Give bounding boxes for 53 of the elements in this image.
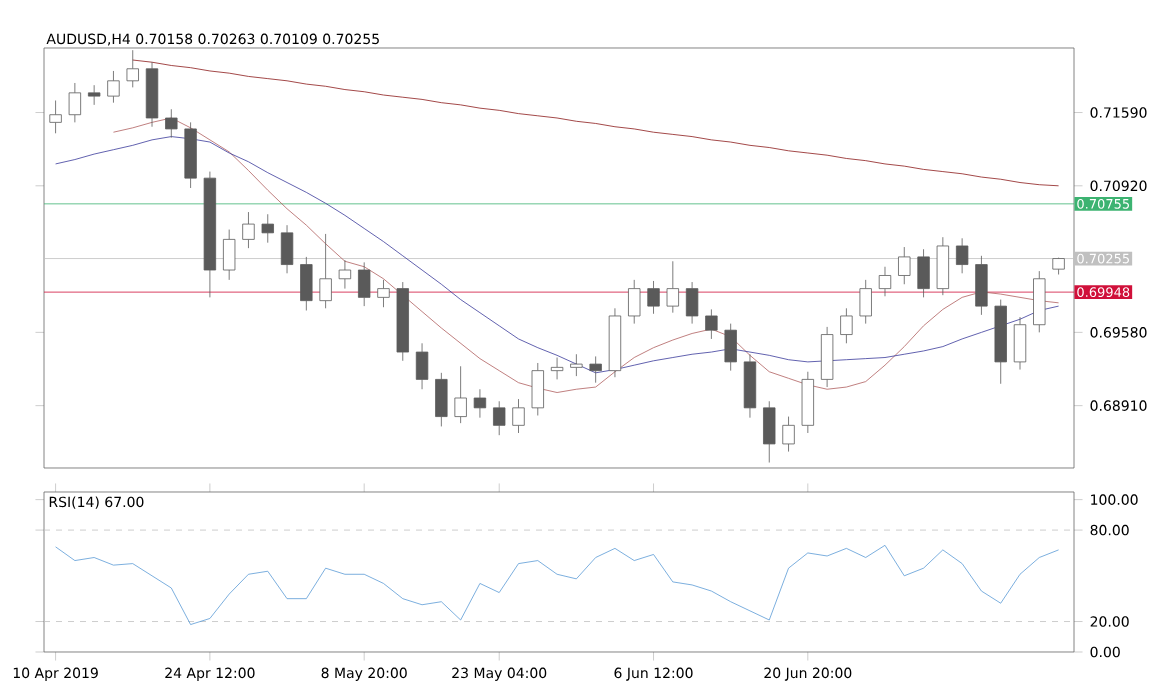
candlestick [608,308,622,378]
candlestick [782,416,795,453]
candlestick [820,326,834,388]
candlestick [87,85,101,106]
candlestick [454,366,467,424]
candlestick [801,371,815,434]
candlestick [280,224,294,274]
candlestick [222,229,236,281]
candlestick [705,309,718,340]
candlestick [473,389,487,419]
candlestick [936,237,950,296]
candlestick [994,299,1007,385]
candlestick [763,401,776,464]
candlestick [859,279,872,325]
line-series [55,545,1059,626]
candlestick [512,398,525,434]
candlestick [647,280,660,315]
candlestick [570,354,583,377]
candlestick [898,246,911,285]
candlestick [1013,316,1027,371]
candlestick [975,255,988,316]
candlestick [261,214,274,244]
candlestick [165,109,178,139]
candlestick [242,211,255,249]
candlestick [415,343,429,390]
candlestick [68,82,82,123]
candlestick [589,356,602,384]
candlestick [531,362,544,417]
candlestick [550,357,564,381]
candlestick [743,354,757,419]
line-series [132,59,1059,187]
candlestick [184,122,197,189]
candlestick [878,266,892,297]
candlestick [145,62,159,128]
candlestick [628,279,641,325]
candlestick [377,279,390,308]
candlestick [840,308,853,344]
candlestick [49,100,62,134]
candlestick [1033,270,1046,333]
candlestick [435,372,448,428]
candlestick [319,233,332,309]
candlestick [724,323,737,372]
candlestick [955,238,969,274]
candlestick [203,171,217,298]
candlestick [107,70,120,104]
candlestick [493,401,506,436]
candlestick [300,256,313,312]
candlestick [396,281,409,362]
candlestick [685,281,699,325]
candlestick [358,262,371,307]
candlestick [917,249,930,298]
candlestick [338,260,352,290]
candlestick [666,261,679,314]
